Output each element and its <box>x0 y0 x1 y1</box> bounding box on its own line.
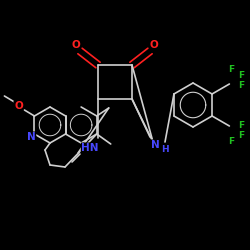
Text: O: O <box>150 40 158 50</box>
Text: O: O <box>72 40 80 50</box>
Text: H: H <box>161 146 169 154</box>
Text: N: N <box>150 140 160 150</box>
Text: N: N <box>27 132 36 142</box>
Text: F: F <box>238 70 244 80</box>
Text: F: F <box>228 136 234 145</box>
Text: O: O <box>14 101 23 111</box>
Text: F: F <box>238 80 244 90</box>
Text: F: F <box>238 130 244 140</box>
Text: F: F <box>228 64 234 74</box>
Text: HN: HN <box>81 143 99 153</box>
Text: F: F <box>238 120 244 130</box>
